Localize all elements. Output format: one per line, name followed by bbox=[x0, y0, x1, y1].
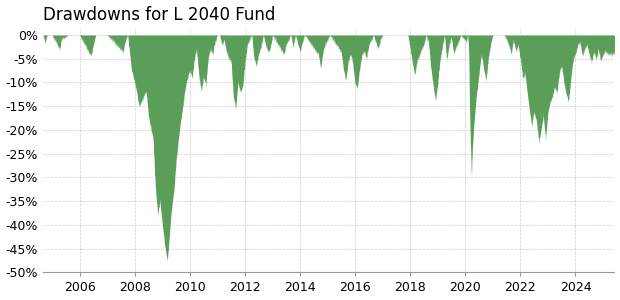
Text: Drawdowns for L 2040 Fund: Drawdowns for L 2040 Fund bbox=[43, 6, 275, 24]
